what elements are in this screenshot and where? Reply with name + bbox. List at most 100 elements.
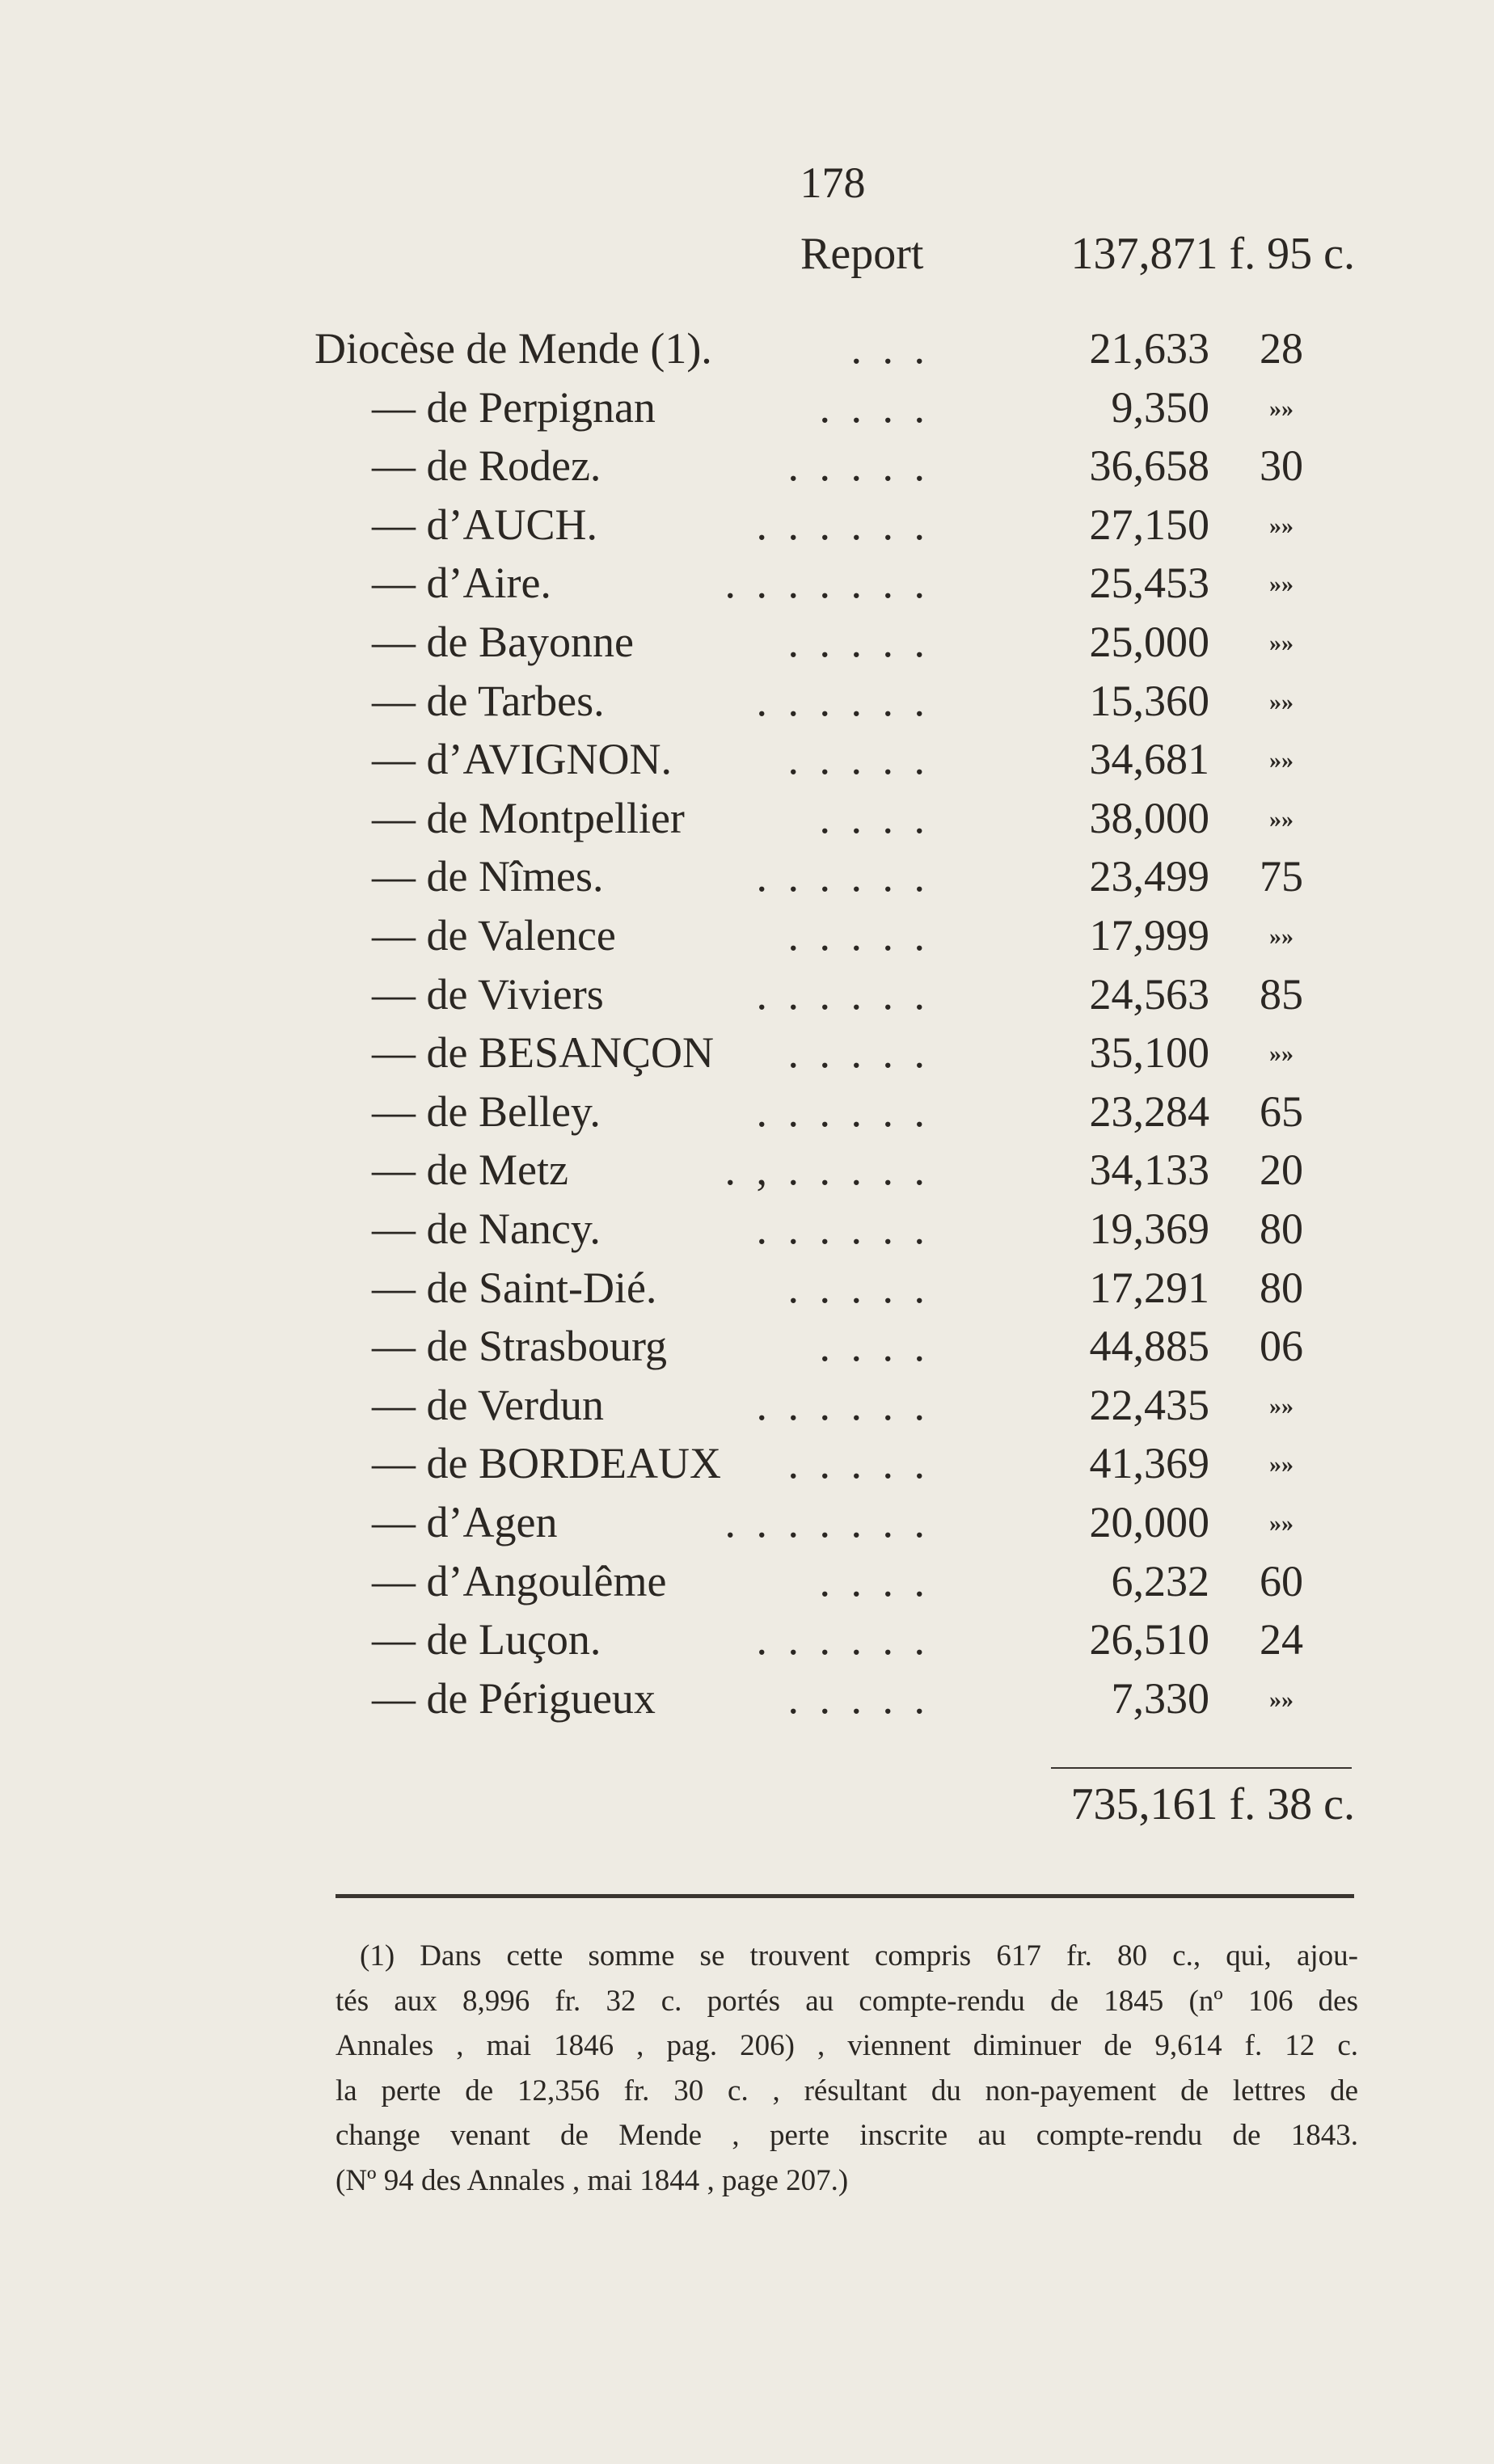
amount-francs: 38,000 bbox=[1089, 793, 1210, 842]
table-row: — de Tarbes. . . . . . . 15,360 »» bbox=[0, 676, 1494, 734]
leader-dots: . . . . . . bbox=[756, 1380, 930, 1429]
diocese-name: — d’Aire. bbox=[372, 559, 551, 608]
footnote-line: (1) Dans cette somme se trouvent compris… bbox=[360, 1939, 1358, 1972]
leader-dots: . , . . . . . bbox=[724, 1146, 930, 1195]
amount-francs: 21,633 bbox=[1089, 324, 1210, 373]
footnote-line: la perte de 12,356 fr. 30 c. , résultant… bbox=[336, 2074, 1358, 2107]
footnote-line: tés aux 8,996 fr. 32 c. portés au compte… bbox=[336, 1984, 1358, 2018]
leader-dots: . . . . . bbox=[787, 1028, 930, 1078]
amount-centimes: »» bbox=[1269, 1510, 1294, 1537]
table-row: — de Saint-Dié. . . . . . 17,291 80 bbox=[0, 1263, 1494, 1321]
amount-centimes: 28 bbox=[1260, 324, 1303, 373]
amount-centimes: »» bbox=[1269, 1040, 1294, 1068]
diocese-name: — de Tarbes. bbox=[372, 676, 605, 725]
report-label: Report bbox=[800, 229, 924, 279]
leader-dots: . . . . . bbox=[787, 1263, 930, 1312]
amount-francs: 25,453 bbox=[1089, 559, 1210, 608]
leader-dots: . . . . bbox=[819, 382, 930, 432]
amount-centimes: 85 bbox=[1260, 969, 1303, 1019]
table-row: — de Nancy. . . . . . . 19,369 80 bbox=[0, 1204, 1494, 1262]
amount-centimes: »» bbox=[1269, 1392, 1294, 1420]
leader-dots: . . . . . . bbox=[756, 852, 930, 901]
leader-dots: . . . . . . bbox=[756, 1205, 930, 1253]
amount-francs: 26,510 bbox=[1089, 1615, 1210, 1664]
amount-centimes: 20 bbox=[1260, 1146, 1303, 1195]
amount-centimes: »» bbox=[1269, 1451, 1294, 1479]
amount-francs: 34,681 bbox=[1089, 735, 1210, 784]
amount-francs: 24,563 bbox=[1089, 969, 1210, 1019]
diocese-name: — de Montpellier bbox=[372, 793, 685, 842]
amount-centimes: 80 bbox=[1260, 1263, 1303, 1312]
leader-dots: . . . . . . bbox=[756, 1615, 930, 1664]
amount-centimes: 75 bbox=[1260, 852, 1303, 901]
leader-dots: . . . . . . . bbox=[724, 1498, 930, 1546]
table-row: — de Nîmes. . . . . . . 23,499 75 bbox=[0, 851, 1494, 909]
diocese-name: — de Nancy. bbox=[372, 1205, 601, 1253]
diocese-name: — d’AUCH. bbox=[372, 500, 597, 549]
leader-dots: . . . . bbox=[819, 1322, 930, 1371]
diocese-name: — de BESANÇON bbox=[372, 1028, 715, 1078]
diocese-name: — de Luçon. bbox=[372, 1615, 601, 1664]
amount-centimes: »» bbox=[1269, 747, 1294, 774]
diocese-name: — de Perpignan bbox=[372, 382, 656, 432]
diocese-name: — de Périgueux bbox=[372, 1673, 656, 1723]
amount-francs: 17,291 bbox=[1089, 1263, 1210, 1312]
amount-francs: 27,150 bbox=[1089, 500, 1210, 549]
amount-francs: 20,000 bbox=[1089, 1498, 1210, 1546]
diocese-name: — de Belley. bbox=[372, 1086, 601, 1136]
amount-francs: 25,000 bbox=[1089, 618, 1210, 666]
amount-francs: 22,435 bbox=[1089, 1380, 1210, 1429]
table-row: — de BESANÇON . . . . . 35,100 »» bbox=[0, 1027, 1494, 1086]
amount-francs: 23,284 bbox=[1089, 1086, 1210, 1136]
leader-dots: . . . . bbox=[819, 793, 930, 842]
amount-centimes: »» bbox=[1269, 923, 1294, 950]
table-row: — d’Angoulême . . . . 6,232 60 bbox=[0, 1556, 1494, 1614]
amount-centimes: 06 bbox=[1260, 1322, 1303, 1371]
amount-francs: 15,360 bbox=[1089, 676, 1210, 725]
table-row: — de Montpellier . . . . 38,000 »» bbox=[0, 793, 1494, 851]
leader-dots: . . . . . bbox=[787, 618, 930, 666]
table-row: Diocèse de Mende (1). . . . 21,633 28 bbox=[0, 323, 1494, 382]
table-row: — d’Agen . . . . . . . 20,000 »» bbox=[0, 1497, 1494, 1555]
total-amount: 735,161 f. 38 c. bbox=[1070, 1779, 1355, 1829]
table-row: — de Rodez. . . . . . 36,658 30 bbox=[0, 441, 1494, 499]
amount-centimes: 30 bbox=[1260, 441, 1303, 491]
table-row: — de Valence . . . . . 17,999 »» bbox=[0, 910, 1494, 968]
leader-dots: . . . . . bbox=[787, 441, 930, 491]
diocese-name: — de Saint-Dié. bbox=[372, 1263, 657, 1312]
diocese-name: — de Verdun bbox=[372, 1380, 604, 1429]
diocese-name: — de Metz bbox=[372, 1146, 568, 1195]
amount-francs: 36,658 bbox=[1089, 441, 1210, 491]
amount-francs: 35,100 bbox=[1089, 1028, 1210, 1078]
table-row: — de Luçon. . . . . . . 26,510 24 bbox=[0, 1614, 1494, 1673]
table-row: — de Bayonne . . . . . 25,000 »» bbox=[0, 617, 1494, 675]
amount-centimes: »» bbox=[1269, 805, 1294, 833]
amount-francs: 23,499 bbox=[1089, 852, 1210, 901]
leader-dots: . . . . . bbox=[787, 1439, 930, 1488]
amount-francs: 17,999 bbox=[1089, 911, 1210, 960]
table-row: — de BORDEAUX . . . . . 41,369 »» bbox=[0, 1438, 1494, 1496]
amount-francs: 41,369 bbox=[1089, 1439, 1210, 1488]
table-row: — de Viviers . . . . . . 24,563 85 bbox=[0, 969, 1494, 1027]
table-row: — de Perpignan . . . . 9,350 »» bbox=[0, 382, 1494, 441]
table-row: — d’Aire. . . . . . . . 25,453 »» bbox=[0, 558, 1494, 616]
table-row: — de Belley. . . . . . . 23,284 65 bbox=[0, 1086, 1494, 1145]
diocese-name: — de BORDEAUX bbox=[372, 1439, 721, 1488]
amount-centimes: »» bbox=[1269, 512, 1294, 539]
diocese-name: — d’Angoulême bbox=[372, 1556, 667, 1605]
footnote-separator bbox=[336, 1894, 1354, 1898]
diocese-name: Diocèse de Mende (1). bbox=[314, 324, 712, 373]
diocese-name: — d’AVIGNON. bbox=[372, 735, 672, 784]
leader-dots: . . . . . . bbox=[756, 676, 930, 725]
table-row: — de Strasbourg . . . . 44,885 06 bbox=[0, 1321, 1494, 1379]
amount-centimes: »» bbox=[1269, 394, 1294, 422]
table-row: — d’AUCH. . . . . . . 27,150 »» bbox=[0, 500, 1494, 558]
leader-dots: . . . . . . . bbox=[724, 559, 930, 608]
table-row: — de Metz . , . . . . . 34,133 20 bbox=[0, 1145, 1494, 1203]
diocese-name: — de Nîmes. bbox=[372, 852, 604, 901]
total-rule bbox=[1051, 1767, 1352, 1769]
amount-francs: 7,330 bbox=[1111, 1673, 1210, 1723]
footnote-line: Annales , mai 1846 , pag. 206) , viennen… bbox=[336, 2029, 1358, 2062]
leader-dots: . . . . . bbox=[787, 1673, 930, 1723]
amount-francs: 44,885 bbox=[1089, 1322, 1210, 1371]
